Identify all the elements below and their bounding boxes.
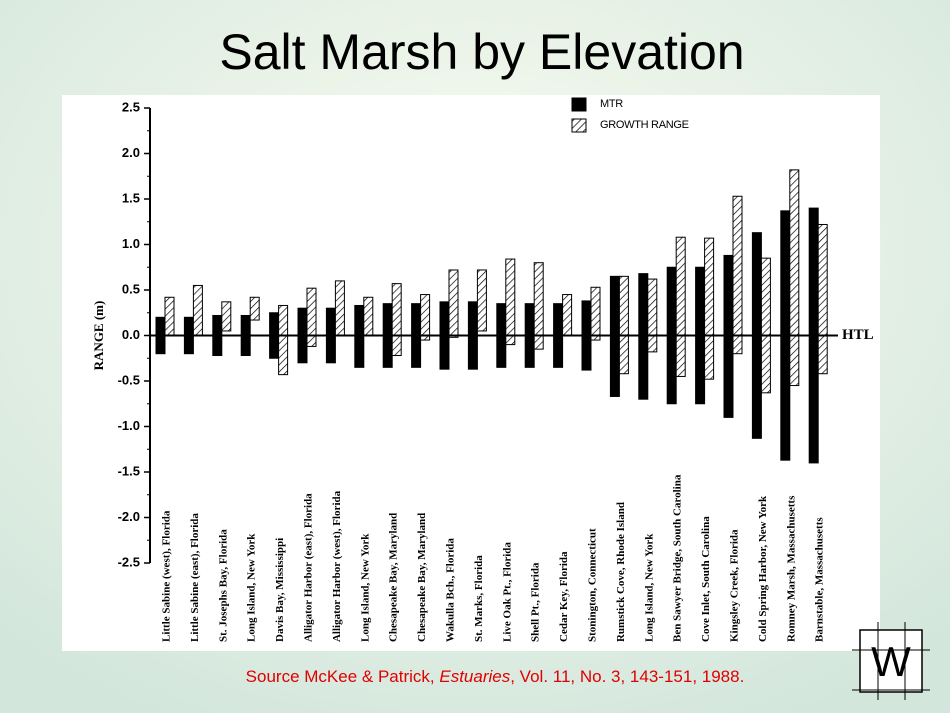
- growth-range-bar: [704, 237, 715, 380]
- chart: 2.5 2.0 1.5 1.0 0.5 0.0 -0.5 -1.0 -1.5 -2.0 -2.5 RA…: [91, 97, 874, 642]
- growth-range-bar: [789, 169, 800, 387]
- x-tick-label: Shell Pt., Florida: [530, 562, 542, 642]
- growth-range-bar: [391, 283, 402, 357]
- source: Source McKee & Patrick, Estuaries, Vol. …: [246, 667, 745, 686]
- y-tick-label: 1.5: [122, 190, 140, 205]
- htl-label: HTL: [842, 327, 874, 343]
- x-tick-label: Chesapeake Bay, Maryland: [416, 513, 428, 642]
- x-tick-label: Little Sabine (west), Florida: [161, 510, 173, 642]
- growth-range-bar: [249, 296, 260, 321]
- x-tick-label: Ben Sawyer Bridge, South Carolina: [672, 474, 684, 642]
- x-tick-label: Romney Marsh, Massachusetts: [785, 495, 797, 642]
- legend-label: MTR: [600, 98, 623, 110]
- x-tick-label: Little Sabine (east), Florida: [189, 513, 201, 642]
- growth-range-bar: [760, 257, 771, 394]
- legend-label: GROWTH RANGE: [600, 119, 689, 131]
- growth-range-bar: [334, 280, 345, 336]
- logo-text: W: [871, 638, 911, 685]
- growth-range-bar: [533, 262, 544, 350]
- x-tick-label: Barnstable, Massachusetts: [814, 517, 826, 642]
- growth-range-bar: [363, 296, 374, 336]
- growth-range-bar: [590, 286, 601, 341]
- x-tick-label: Live Oak Pt., Florida: [501, 542, 513, 642]
- x-tick-label: Chesapeake Bay, Maryland: [388, 513, 400, 642]
- x-tick-label: St. Josephs Bay, Florida: [217, 529, 229, 642]
- growth-range-bar: [647, 278, 658, 353]
- x-tick-label: Rumstick Cove, Rhode Island: [615, 502, 627, 642]
- y-tick-label: -2.0: [118, 509, 140, 524]
- growth-range-bar: [732, 195, 743, 355]
- x-tick-label: Cove Inlet, South Carolina: [700, 516, 712, 642]
- growth-range-bar: [221, 301, 232, 332]
- growth-range-bar: [562, 294, 573, 336]
- x-tick-label: St. Marks, Florida: [473, 555, 485, 642]
- x-tick-label: Davis Bay, Mississippi: [274, 538, 286, 642]
- y-tick-label: -2.5: [118, 554, 140, 569]
- x-tick-label: Cedar Key, Florida: [558, 551, 570, 642]
- source-journal: Estuaries: [439, 667, 510, 686]
- legend-swatch: [571, 118, 587, 133]
- x-tick-label: Wakulla Bch., Florida: [445, 538, 457, 642]
- growth-range-bar: [448, 269, 459, 338]
- x-tick-label: Alligator Harbor (east), Florida: [303, 493, 315, 642]
- x-tick-label: Long Island, New York: [643, 533, 655, 642]
- source-text: , Vol. 11, No. 3, 143-151, 1988.: [510, 667, 744, 686]
- x-tick-label: Long Island, New York: [359, 533, 371, 642]
- x-tick-label: Alligator Harbor (west), Florida: [331, 490, 343, 642]
- y-tick-label: -1.5: [118, 463, 140, 478]
- growth-range-bar: [476, 269, 487, 332]
- legend-swatch: [571, 97, 587, 112]
- y-tick-label: 2.5: [122, 99, 140, 114]
- growth-range-bar: [306, 287, 317, 347]
- y-axis-label: RANGE (m): [91, 301, 106, 371]
- y-tick-label: 1.0: [122, 236, 140, 251]
- growth-range-bar: [505, 258, 516, 346]
- y-tick-label: -0.5: [118, 372, 140, 387]
- y-tick-label: 0.0: [122, 327, 140, 342]
- x-tick-label: Stonington, Connecticut: [587, 528, 599, 642]
- x-tick-label: Kingsley Creek, Florida: [729, 529, 741, 642]
- growth-range-bar: [420, 294, 431, 341]
- growth-range-bar: [192, 284, 203, 337]
- growth-range-bar: [817, 223, 828, 375]
- chart-area: [62, 95, 880, 651]
- logo: W: [852, 622, 930, 700]
- slide-title: Salt Marsh by Elevation: [219, 24, 744, 80]
- y-tick-label: 0.5: [122, 281, 140, 296]
- x-tick-label: Long Island, New York: [246, 533, 258, 642]
- growth-range-bar: [278, 304, 289, 376]
- x-tick-label: Cold Spring Harbor, New York: [757, 495, 769, 642]
- y-tick-label: 2.0: [122, 145, 140, 160]
- growth-range-bar: [675, 236, 686, 377]
- y-tick-label: -1.0: [118, 418, 140, 433]
- source-text: Source McKee & Patrick,: [246, 667, 440, 686]
- growth-range-bar: [618, 275, 629, 375]
- growth-range-bar: [164, 296, 175, 336]
